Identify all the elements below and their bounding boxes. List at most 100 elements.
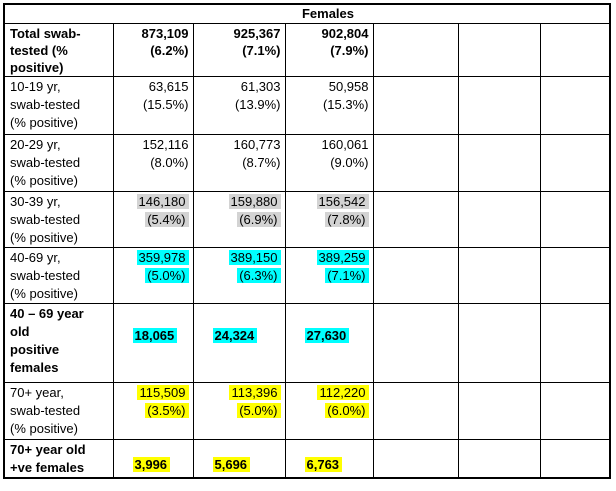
count-value: 359,978 [136, 250, 189, 265]
data-cell: 115,509 (3.5%) [112, 382, 194, 440]
pct-value: (7.9%) [330, 43, 369, 58]
data-cell: 112,220 (6.0%) [284, 382, 374, 440]
pct-value: (5.0%) [145, 268, 189, 283]
count-value: 50,958 [328, 79, 369, 94]
row-label-line: 70+ year old [10, 442, 86, 457]
row-label-line: Total swab- [10, 26, 81, 41]
data-cell: 5,696 [192, 439, 286, 479]
count-value: 115,509 [137, 385, 189, 400]
pct-value: (6.3%) [237, 268, 281, 283]
empty-cell [372, 76, 459, 135]
pct-value: (6.0%) [325, 403, 369, 418]
row-label-line: +ve females [10, 460, 85, 475]
pct-value: (9.0%) [330, 155, 369, 170]
count-value: 925,367 [233, 26, 281, 41]
data-cell: 152,116 (8.0%) [112, 134, 194, 192]
empty-cell [457, 439, 541, 479]
count-value: 160,773 [233, 137, 281, 152]
data-cell: 27,630 [284, 303, 374, 383]
count-value: 18,065 [132, 328, 178, 343]
row-label: 70+ year, swab-tested (% positive) [3, 382, 114, 440]
count-value: 6,763 [304, 457, 343, 472]
table-row: 70+ year, swab-tested (% positive) 115,5… [3, 382, 611, 440]
empty-cell [539, 134, 611, 192]
data-cell: 925,367 (7.1%) [192, 23, 286, 77]
empty-cell [539, 382, 611, 440]
data-cell: 61,303 (13.9%) [192, 76, 286, 135]
data-cell: 159,880 (6.9%) [192, 191, 286, 248]
empty-cell [539, 76, 611, 135]
pct-value: (3.5%) [145, 403, 189, 418]
row-label-line: (% positive) [10, 421, 78, 436]
count-value: 160,061 [321, 137, 369, 152]
pct-value: (7.1%) [242, 43, 281, 58]
empty-cell [539, 191, 611, 248]
count-value: 146,180 [136, 194, 189, 209]
data-cell: 389,150 (6.3%) [192, 247, 286, 304]
count-value: 63,615 [148, 79, 189, 94]
empty-cell [457, 247, 541, 304]
count-value: 24,324 [212, 328, 258, 343]
data-cell: 389,259 (7.1%) [284, 247, 374, 304]
table-header-row: Females [3, 3, 611, 24]
pct-value: (6.9%) [237, 212, 281, 227]
row-label-line: 30-39 yr, [10, 194, 61, 209]
data-cell: 902,804 (7.9%) [284, 23, 374, 77]
pct-value: (5.4%) [145, 212, 189, 227]
data-cell: 3,996 [112, 439, 194, 479]
pct-value: (13.9%) [234, 97, 281, 112]
table-row: 20-29 yr, swab-tested (% positive) 152,1… [3, 134, 611, 192]
count-value: 159,880 [228, 194, 281, 209]
empty-cell [372, 247, 459, 304]
count-value: 113,396 [229, 385, 281, 400]
table-row: 30-39 yr, swab-tested (% positive) 146,1… [3, 191, 611, 248]
count-value: 873,109 [141, 26, 189, 41]
row-label-line: old [10, 324, 30, 339]
row-label-line: (% positive) [10, 115, 78, 130]
table-row: 40 – 69 year old positive females 18,065… [3, 303, 611, 383]
count-value: 61,303 [240, 79, 281, 94]
empty-cell [457, 134, 541, 192]
empty-cell [372, 382, 459, 440]
row-label-line: swab-tested [10, 212, 81, 227]
empty-cell [457, 382, 541, 440]
data-cell: 156,542 (7.8%) [284, 191, 374, 248]
count-value: 112,220 [317, 385, 369, 400]
empty-cell [372, 23, 459, 77]
empty-cell [539, 247, 611, 304]
empty-cell [539, 303, 611, 383]
row-label-line: swab-tested [10, 268, 81, 283]
row-label: Total swab- tested (% positive) [3, 23, 114, 77]
count-value: 5,696 [212, 457, 251, 472]
row-label-line: 40-69 yr, [10, 250, 61, 265]
data-cell: 160,773 (8.7%) [192, 134, 286, 192]
row-label: 40 – 69 year old positive females [3, 303, 114, 383]
row-label-line: females [10, 360, 59, 375]
document-page: { "header": { "title": "Females" }, "col… [0, 3, 616, 491]
row-label-line: 70+ year, [10, 385, 64, 400]
row-label-line: tested (% [10, 43, 68, 58]
table-row: 10-19 yr, swab-tested (% positive) 63,61… [3, 76, 611, 135]
row-label: 40-69 yr, swab-tested (% positive) [3, 247, 114, 304]
row-label-line: (% positive) [10, 173, 78, 188]
pct-value: (8.7%) [242, 155, 281, 170]
pct-value: (6.2%) [150, 43, 189, 58]
table-title: Females [301, 6, 355, 21]
pct-value: (5.0%) [237, 403, 281, 418]
data-cell: 24,324 [192, 303, 286, 383]
row-label-line: swab-tested [10, 403, 81, 418]
row-label-line: (% positive) [10, 286, 78, 301]
empty-cell [372, 303, 459, 383]
pct-value: (8.0%) [150, 155, 189, 170]
data-cell: 50,958 (15.3%) [284, 76, 374, 135]
row-label-line: (% positive) [10, 230, 78, 245]
empty-cell [372, 191, 459, 248]
row-label-line: swab-tested [10, 155, 81, 170]
row-label-line: positive) [10, 60, 64, 75]
pct-value: (7.1%) [325, 268, 369, 283]
row-label-line: 40 – 69 year [10, 306, 84, 321]
table-row: Total swab- tested (% positive) 873,109 … [3, 23, 611, 77]
empty-cell [539, 23, 611, 77]
empty-cell [457, 23, 541, 77]
data-cell: 18,065 [112, 303, 194, 383]
